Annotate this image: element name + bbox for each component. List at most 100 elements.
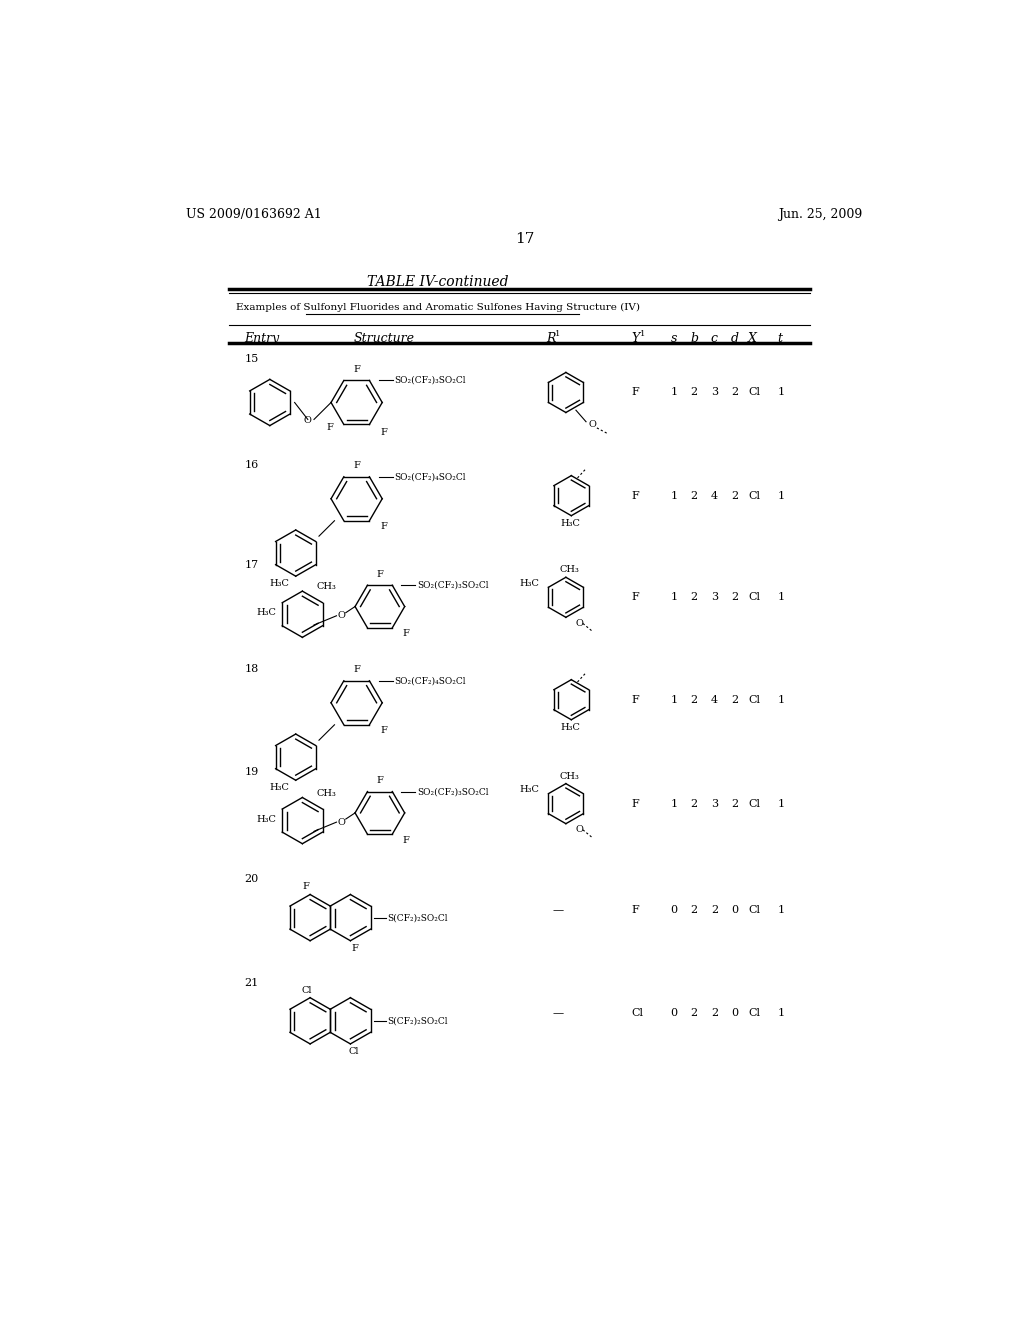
Text: 4: 4 <box>711 491 718 500</box>
Text: F: F <box>380 726 387 735</box>
Text: 1: 1 <box>777 906 784 915</box>
Text: Examples of Sulfonyl Fluorides and Aromatic Sulfones Having Structure (IV): Examples of Sulfonyl Fluorides and Aroma… <box>236 304 640 313</box>
Text: US 2009/0163692 A1: US 2009/0163692 A1 <box>186 209 322 222</box>
Text: CH₃: CH₃ <box>316 788 336 797</box>
Text: Cl: Cl <box>302 986 312 995</box>
Text: H₃C: H₃C <box>256 814 276 824</box>
Text: 2: 2 <box>690 906 697 915</box>
Text: 2: 2 <box>690 799 697 809</box>
Text: 4: 4 <box>711 694 718 705</box>
Text: 3: 3 <box>711 593 718 602</box>
Text: 21: 21 <box>245 978 258 987</box>
Text: d: d <box>731 333 739 346</box>
Text: 3: 3 <box>711 799 718 809</box>
Text: Cl: Cl <box>748 388 760 397</box>
Text: SO₂(CF₂)₃SO₂Cl: SO₂(CF₂)₃SO₂Cl <box>417 787 488 796</box>
Text: 2: 2 <box>731 694 738 705</box>
Text: 1: 1 <box>777 799 784 809</box>
Text: F: F <box>353 461 360 470</box>
Text: CH₃: CH₃ <box>560 772 580 780</box>
Text: F: F <box>353 665 360 675</box>
Text: 1: 1 <box>777 388 784 397</box>
Text: s: s <box>671 333 677 346</box>
Text: 0: 0 <box>731 906 738 915</box>
Text: Cl: Cl <box>748 491 760 500</box>
Text: Jun. 25, 2009: Jun. 25, 2009 <box>778 209 862 222</box>
Text: H₃C: H₃C <box>256 609 276 618</box>
Text: 1: 1 <box>671 593 678 602</box>
Text: H₃C: H₃C <box>560 519 581 528</box>
Text: 2: 2 <box>690 388 697 397</box>
Text: S(CF₂)₂SO₂Cl: S(CF₂)₂SO₂Cl <box>388 913 449 923</box>
Text: —: — <box>553 906 563 915</box>
Text: 1: 1 <box>671 388 678 397</box>
Text: 1: 1 <box>777 593 784 602</box>
Text: O: O <box>337 817 345 826</box>
Text: 1: 1 <box>671 799 678 809</box>
Text: F: F <box>380 428 387 437</box>
Text: F: F <box>380 523 387 531</box>
Text: H₃C: H₃C <box>269 579 289 589</box>
Text: SO₂(CF₂)₃SO₂Cl: SO₂(CF₂)₃SO₂Cl <box>417 581 488 590</box>
Text: 2: 2 <box>731 388 738 397</box>
Text: F: F <box>402 630 410 639</box>
Text: CH₃: CH₃ <box>316 582 336 591</box>
Text: CH₃: CH₃ <box>560 565 580 574</box>
Text: 20: 20 <box>245 875 258 884</box>
Text: F: F <box>632 491 640 500</box>
Text: 0: 0 <box>671 1008 678 1018</box>
Text: X: X <box>748 333 757 346</box>
Text: 3: 3 <box>711 388 718 397</box>
Text: O: O <box>575 825 583 834</box>
Text: TABLE IV-continued: TABLE IV-continued <box>368 276 509 289</box>
Text: 1: 1 <box>640 330 645 338</box>
Text: —: — <box>553 1008 563 1018</box>
Text: R: R <box>547 333 556 346</box>
Text: 18: 18 <box>245 664 258 675</box>
Text: 2: 2 <box>690 491 697 500</box>
Text: 2: 2 <box>731 491 738 500</box>
Text: H₃C: H₃C <box>519 785 540 795</box>
Text: b: b <box>690 333 698 346</box>
Text: O: O <box>575 619 583 628</box>
Text: SO₂(CF₂)₃SO₂Cl: SO₂(CF₂)₃SO₂Cl <box>394 376 466 385</box>
Text: SO₂(CF₂)₄SO₂Cl: SO₂(CF₂)₄SO₂Cl <box>394 676 466 685</box>
Text: 1: 1 <box>777 491 784 500</box>
Text: 17: 17 <box>515 231 535 246</box>
Text: Cl: Cl <box>632 1008 644 1018</box>
Text: 2: 2 <box>690 1008 697 1018</box>
Text: t: t <box>777 333 782 346</box>
Text: Structure: Structure <box>353 333 415 346</box>
Text: 16: 16 <box>245 461 258 470</box>
Text: S(CF₂)₂SO₂Cl: S(CF₂)₂SO₂Cl <box>388 1016 449 1026</box>
Text: F: F <box>632 799 640 809</box>
Text: 1: 1 <box>671 694 678 705</box>
Text: Cl: Cl <box>748 906 760 915</box>
Text: 2: 2 <box>731 799 738 809</box>
Text: 2: 2 <box>690 593 697 602</box>
Text: 0: 0 <box>671 906 678 915</box>
Text: 2: 2 <box>731 593 738 602</box>
Text: 2: 2 <box>711 1008 718 1018</box>
Text: F: F <box>632 388 640 397</box>
Text: Cl: Cl <box>748 694 760 705</box>
Text: 2: 2 <box>690 694 697 705</box>
Text: F: F <box>377 776 383 785</box>
Text: 1: 1 <box>777 1008 784 1018</box>
Text: F: F <box>632 694 640 705</box>
Text: 0: 0 <box>731 1008 738 1018</box>
Text: F: F <box>353 366 360 374</box>
Text: 17: 17 <box>245 561 258 570</box>
Text: Cl: Cl <box>748 593 760 602</box>
Text: F: F <box>632 593 640 602</box>
Text: Cl: Cl <box>748 799 760 809</box>
Text: F: F <box>326 422 333 432</box>
Text: H₃C: H₃C <box>269 783 289 792</box>
Text: F: F <box>377 570 383 579</box>
Text: Entry: Entry <box>245 333 280 346</box>
Text: O: O <box>337 611 345 620</box>
Text: 15: 15 <box>245 354 258 364</box>
Text: H₃C: H₃C <box>560 723 581 731</box>
Text: Cl: Cl <box>348 1047 358 1056</box>
Text: O: O <box>589 420 596 429</box>
